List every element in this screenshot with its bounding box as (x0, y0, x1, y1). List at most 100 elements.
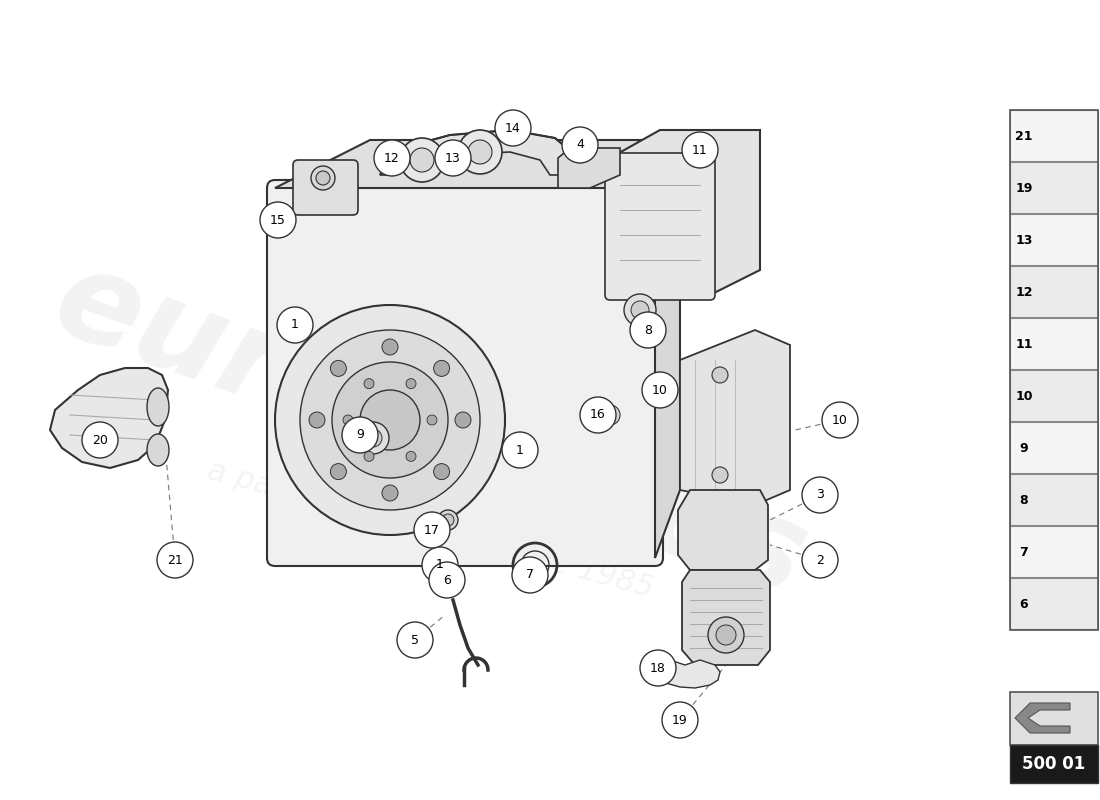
Text: 3: 3 (816, 489, 824, 502)
Circle shape (382, 485, 398, 501)
Ellipse shape (147, 388, 169, 426)
Polygon shape (558, 148, 620, 188)
Circle shape (316, 171, 330, 185)
Text: 8: 8 (644, 323, 652, 337)
Circle shape (260, 202, 296, 238)
Text: 6: 6 (443, 574, 451, 586)
Text: eurospares: eurospares (39, 238, 822, 622)
Circle shape (434, 140, 471, 176)
Circle shape (397, 622, 433, 658)
Polygon shape (654, 140, 680, 558)
Bar (1010, 266, 1098, 317)
Circle shape (708, 617, 744, 653)
Circle shape (406, 378, 416, 389)
Circle shape (406, 451, 416, 462)
Bar (1010, 110, 1098, 630)
FancyBboxPatch shape (293, 160, 358, 215)
Circle shape (624, 294, 656, 326)
Text: 16: 16 (590, 409, 606, 422)
Polygon shape (275, 140, 680, 188)
Bar (1010, 474, 1098, 525)
Text: 12: 12 (1015, 286, 1033, 298)
Text: 21: 21 (1015, 130, 1033, 142)
Circle shape (438, 510, 458, 530)
Circle shape (802, 477, 838, 513)
Bar (1010, 578, 1098, 629)
Text: 12: 12 (384, 151, 400, 165)
Circle shape (429, 562, 465, 598)
Circle shape (82, 422, 118, 458)
Circle shape (277, 307, 313, 343)
Ellipse shape (147, 434, 169, 466)
Text: 17: 17 (425, 523, 440, 537)
Circle shape (436, 566, 460, 590)
Text: 19: 19 (1015, 182, 1033, 194)
Circle shape (802, 542, 838, 578)
Circle shape (358, 422, 389, 454)
Circle shape (662, 702, 698, 738)
Circle shape (330, 360, 346, 376)
Bar (1010, 214, 1098, 265)
Text: 7: 7 (1020, 546, 1028, 558)
Circle shape (562, 127, 598, 163)
Circle shape (374, 140, 410, 176)
Circle shape (441, 571, 455, 585)
Circle shape (712, 367, 728, 383)
Text: 1: 1 (292, 318, 299, 331)
Circle shape (330, 464, 346, 480)
Text: 15: 15 (271, 214, 286, 226)
Circle shape (442, 514, 454, 526)
Bar (1010, 318, 1098, 369)
Circle shape (364, 429, 382, 447)
Circle shape (455, 412, 471, 428)
Circle shape (364, 378, 374, 389)
Circle shape (427, 415, 437, 425)
FancyBboxPatch shape (267, 180, 663, 566)
Circle shape (502, 432, 538, 468)
Circle shape (600, 405, 620, 425)
Text: 13: 13 (1015, 234, 1033, 246)
Text: 4: 4 (576, 138, 584, 151)
Circle shape (468, 140, 492, 164)
Circle shape (311, 166, 336, 190)
Bar (1010, 745, 1098, 783)
Polygon shape (680, 330, 790, 505)
Circle shape (716, 625, 736, 645)
Text: 1: 1 (516, 443, 524, 457)
Text: 21: 21 (167, 554, 183, 566)
Text: 11: 11 (1015, 338, 1033, 350)
Circle shape (360, 390, 420, 450)
Circle shape (640, 650, 676, 686)
Text: 6: 6 (1020, 598, 1028, 610)
Text: 10: 10 (1015, 390, 1033, 402)
Text: 13: 13 (446, 151, 461, 165)
Circle shape (433, 360, 450, 376)
Circle shape (631, 301, 649, 319)
Circle shape (410, 148, 435, 172)
Circle shape (414, 512, 450, 548)
Circle shape (512, 557, 548, 593)
Circle shape (495, 110, 531, 146)
Text: 20: 20 (92, 434, 108, 446)
Bar (1010, 162, 1098, 213)
Polygon shape (682, 570, 770, 665)
Circle shape (682, 132, 718, 168)
Polygon shape (379, 130, 575, 175)
Circle shape (580, 397, 616, 433)
Circle shape (630, 312, 666, 348)
Polygon shape (610, 130, 760, 295)
Circle shape (642, 372, 678, 408)
Circle shape (342, 417, 378, 453)
Circle shape (343, 415, 353, 425)
Text: 1: 1 (436, 558, 444, 571)
Text: 10: 10 (832, 414, 848, 426)
Bar (1010, 526, 1098, 577)
Circle shape (300, 330, 480, 510)
Circle shape (275, 305, 505, 535)
Text: 10: 10 (652, 383, 668, 397)
Bar (1010, 422, 1098, 473)
Polygon shape (678, 490, 768, 570)
Circle shape (433, 464, 450, 480)
Text: 14: 14 (505, 122, 521, 134)
Circle shape (364, 451, 374, 462)
